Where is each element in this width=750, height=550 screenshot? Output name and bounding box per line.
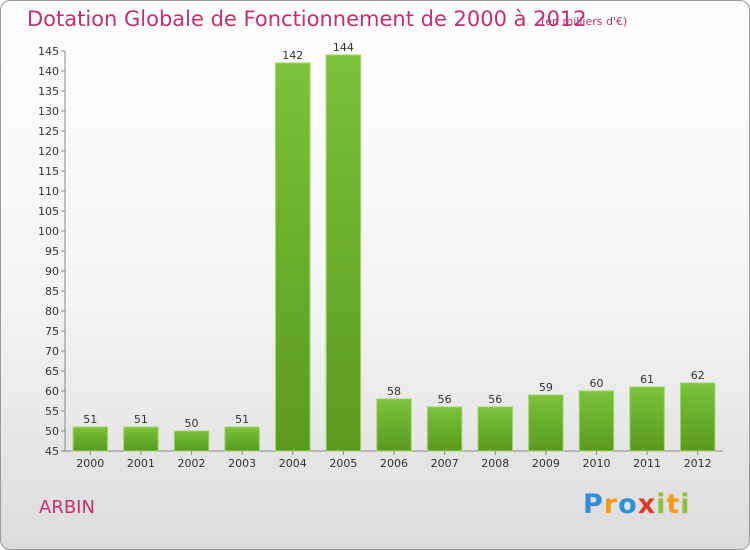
y-tick-label: 50 xyxy=(45,425,59,438)
x-tick-label: 2010 xyxy=(582,457,610,470)
x-tick-label: 2009 xyxy=(532,457,560,470)
bar xyxy=(426,406,463,452)
y-tick-label: 100 xyxy=(38,225,59,238)
logo-letter: i xyxy=(680,489,691,520)
y-tick-label: 95 xyxy=(45,245,59,258)
y-tick-label: 135 xyxy=(38,85,59,98)
y-tick-label: 75 xyxy=(45,325,59,338)
data-label: 51 xyxy=(134,413,148,426)
logo-letter: t xyxy=(666,489,681,520)
x-tick-label: 2002 xyxy=(178,457,206,470)
x-tick-label: 2004 xyxy=(279,457,307,470)
x-tick-label: 2001 xyxy=(127,457,155,470)
data-label: 56 xyxy=(488,393,502,406)
y-tick-label: 65 xyxy=(45,365,59,378)
y-tick-label: 110 xyxy=(38,185,59,198)
y-tick-label: 105 xyxy=(38,205,59,218)
bar xyxy=(679,382,716,452)
bar xyxy=(123,426,159,452)
logo-letter: i xyxy=(656,489,667,520)
y-tick-label: 125 xyxy=(38,125,59,138)
chart-subtitle: (en milliers d'€) xyxy=(541,15,628,28)
data-label: 60 xyxy=(589,377,603,390)
proxiti-logo: Proxiti xyxy=(583,489,691,520)
x-tick-label: 2011 xyxy=(633,457,661,470)
logo-letter: P xyxy=(583,489,604,520)
bar xyxy=(72,426,109,452)
logo-letter: o xyxy=(618,489,638,520)
x-tick-label: 2003 xyxy=(228,457,256,470)
bar xyxy=(224,426,260,452)
y-tick-label: 115 xyxy=(38,165,59,178)
bar xyxy=(629,386,665,452)
bar xyxy=(477,406,513,452)
y-tick-label: 145 xyxy=(38,45,59,58)
chart-title: Dotation Globale de Fonctionnement de 20… xyxy=(27,7,587,31)
y-tick-label: 80 xyxy=(45,305,59,318)
y-tick-label: 85 xyxy=(45,285,59,298)
data-label: 144 xyxy=(333,41,354,54)
y-tick-label: 120 xyxy=(38,145,59,158)
y-tick-label: 90 xyxy=(45,265,59,278)
y-tick-label: 130 xyxy=(38,105,59,118)
bar xyxy=(376,398,412,452)
data-label: 51 xyxy=(83,413,97,426)
data-label: 58 xyxy=(387,385,401,398)
data-label: 61 xyxy=(640,373,654,386)
y-tick-label: 45 xyxy=(45,445,59,458)
y-tick-label: 55 xyxy=(45,405,59,418)
y-tick-label: 70 xyxy=(45,345,59,358)
bar xyxy=(325,54,362,452)
data-label: 51 xyxy=(235,413,249,426)
data-label: 56 xyxy=(438,393,452,406)
y-tick-label: 60 xyxy=(45,385,59,398)
bar xyxy=(275,62,311,452)
data-label: 142 xyxy=(282,49,303,62)
data-label: 62 xyxy=(691,369,705,382)
bar xyxy=(578,390,615,452)
town-name: ARBIN xyxy=(39,497,95,518)
bar xyxy=(528,394,564,452)
logo-letter: r xyxy=(603,489,619,520)
x-tick-label: 2012 xyxy=(684,457,712,470)
y-tick-label: 140 xyxy=(38,65,59,78)
x-tick-label: 2006 xyxy=(380,457,408,470)
data-label: 50 xyxy=(185,417,199,430)
bar xyxy=(173,430,210,452)
data-label: 59 xyxy=(539,381,553,394)
x-tick-label: 2008 xyxy=(481,457,509,470)
x-tick-label: 2005 xyxy=(329,457,357,470)
x-tick-label: 2000 xyxy=(76,457,104,470)
x-tick-label: 2007 xyxy=(431,457,459,470)
logo-letter: x xyxy=(637,489,657,520)
